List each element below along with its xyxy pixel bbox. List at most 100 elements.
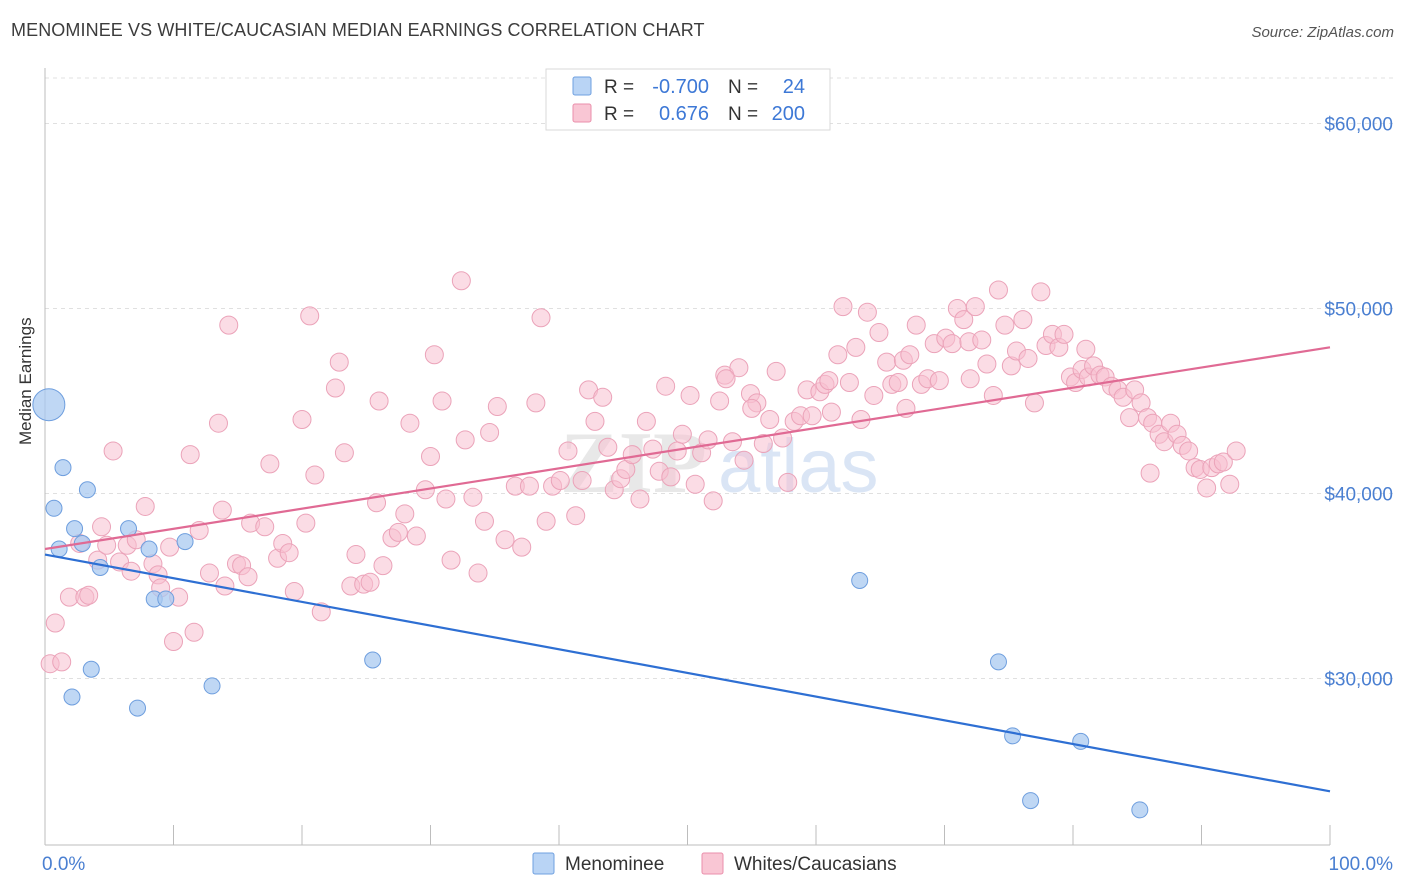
data-point-whites: [1197, 478, 1217, 498]
data-point-whites: [802, 406, 822, 426]
data-point-whites: [1013, 310, 1033, 330]
data-point-whites: [906, 315, 926, 335]
data-point-whites: [995, 315, 1015, 335]
data-point-whites: [424, 345, 444, 365]
data-point-whites: [680, 385, 700, 405]
data-point-whites: [369, 391, 389, 411]
data-point-whites: [388, 522, 408, 542]
source-credit: Source: ZipAtlas.com: [1251, 24, 1394, 41]
trend-lines: [44, 346, 1331, 793]
data-point-whites: [536, 511, 556, 531]
data-point-whites: [79, 585, 99, 605]
legend-label-whites: Whites/Caucasians: [734, 854, 897, 875]
data-point-whites: [753, 434, 773, 454]
data-point-menominee: [203, 677, 221, 695]
y-tick-label: $30,000: [1324, 670, 1393, 691]
y-tick-labels: $30,000 $40,000 $50,000 $60,000: [1324, 115, 1393, 691]
data-point-whites: [346, 545, 366, 565]
data-point-whites: [672, 424, 692, 444]
data-point-menominee: [129, 699, 147, 717]
data-point-menominee: [91, 559, 109, 576]
data-point-whites: [325, 378, 345, 398]
legend-r-label: R =: [604, 77, 634, 98]
data-point-whites: [45, 613, 65, 633]
data-point-whites: [436, 489, 456, 509]
data-point-whites: [716, 369, 736, 389]
data-point-whites: [622, 445, 642, 465]
data-point-whites: [135, 496, 155, 516]
data-point-whites: [495, 530, 515, 550]
data-point-whites: [942, 334, 962, 354]
legend-swatch-whites: [572, 103, 592, 123]
data-point-menominee: [140, 540, 158, 558]
data-point-whites: [819, 371, 839, 391]
data-point-whites: [977, 354, 997, 374]
data-point-whites: [208, 413, 228, 433]
legend-swatch-menominee: [572, 76, 592, 96]
data-point-whites: [839, 373, 859, 392]
data-point-menominee: [82, 660, 100, 678]
data-point-menominee: [1004, 727, 1022, 745]
data-point-whites: [334, 443, 354, 463]
data-point-whites: [52, 652, 72, 672]
legend-series: Menominee Whites/Caucasians: [532, 852, 897, 875]
data-point-whites: [395, 504, 415, 524]
data-point-whites: [1120, 408, 1140, 428]
data-point-whites: [279, 543, 299, 563]
trend-line-whites: [44, 346, 1331, 551]
data-point-whites: [960, 369, 980, 389]
data-point-whites: [833, 297, 853, 317]
data-point-whites: [526, 393, 546, 413]
data-point-whites: [760, 410, 780, 429]
data-point-whites: [900, 345, 920, 365]
data-point-whites: [531, 308, 551, 328]
x-tick-labels: 0.0% 100.0%: [42, 854, 1393, 875]
y-tick-label: $60,000: [1324, 115, 1393, 136]
data-point-whites: [869, 323, 889, 343]
data-point-whites: [160, 537, 180, 557]
data-point-whites: [487, 397, 507, 417]
data-point-whites: [199, 563, 219, 583]
data-point-whites: [593, 387, 613, 407]
data-point-whites: [1031, 282, 1051, 302]
data-point-menominee: [364, 651, 382, 669]
data-point-whites: [474, 511, 494, 531]
data-point-whites: [103, 441, 123, 461]
data-point-menominee: [157, 590, 175, 608]
data-point-whites: [1179, 441, 1199, 461]
data-point-whites: [373, 556, 393, 576]
data-point-whites: [455, 430, 475, 450]
data-point-whites: [451, 271, 471, 291]
data-point-menominee: [63, 688, 81, 706]
legend-r-value: 0.676: [659, 103, 709, 125]
data-point-menominee: [1022, 792, 1040, 810]
data-point-whites: [598, 437, 618, 457]
y-axis-label: Median Earnings: [16, 317, 35, 445]
legend-r-label: R =: [604, 104, 634, 125]
data-point-menominee: [66, 520, 84, 538]
data-point-menominee: [50, 540, 68, 558]
x-tick-label: 100.0%: [1329, 854, 1394, 875]
data-point-whites: [778, 472, 798, 492]
data-point-whites: [329, 352, 349, 372]
data-point-whites: [296, 513, 316, 533]
data-point-whites: [828, 345, 848, 365]
data-point-whites: [1076, 339, 1096, 359]
legend-swatch-whites: [701, 852, 724, 875]
data-point-whites: [184, 622, 204, 642]
data-point-menominee: [851, 571, 869, 589]
data-point-whites: [284, 582, 304, 602]
data-point-whites: [260, 454, 280, 474]
data-point-whites: [954, 310, 974, 330]
legend-n-value: 24: [783, 76, 805, 98]
data-point-whites: [734, 450, 754, 470]
data-point-whites: [1054, 324, 1074, 344]
data-point-whites: [1220, 474, 1240, 494]
data-point-whites: [292, 410, 312, 429]
data-point-whites: [468, 563, 488, 583]
data-point-whites: [965, 297, 985, 317]
data-point-whites: [661, 467, 681, 487]
data-point-whites: [1213, 452, 1233, 472]
data-point-whites: [1226, 441, 1246, 461]
